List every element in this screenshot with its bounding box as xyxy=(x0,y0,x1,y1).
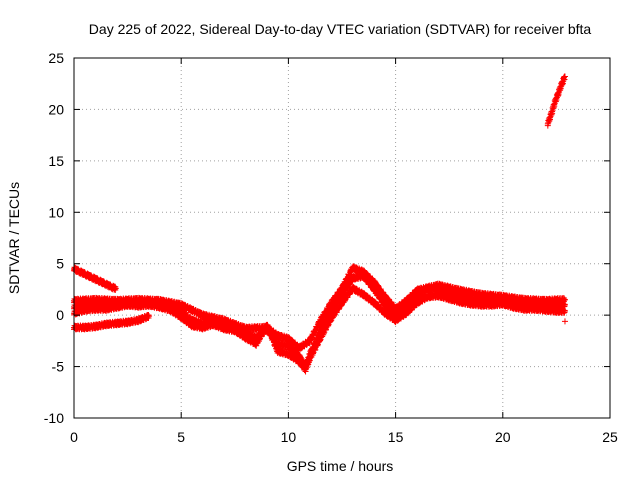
point-upper-early xyxy=(112,285,119,292)
data-points xyxy=(71,73,568,375)
point-lower-early xyxy=(146,313,153,320)
chart-title: Day 225 of 2022, Sidereal Day-to-day VTE… xyxy=(89,21,592,37)
point-main-band-a xyxy=(561,301,568,308)
grid-lines xyxy=(74,58,610,418)
